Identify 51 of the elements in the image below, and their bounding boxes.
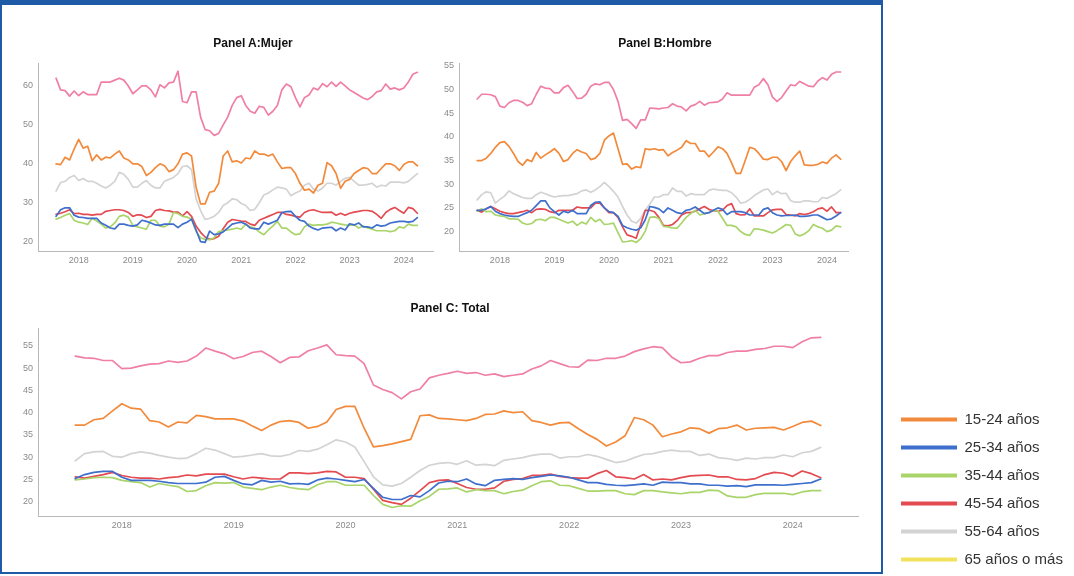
legend-label: 25-34 años — [964, 437, 1040, 455]
y-tick-label: 60 — [22, 80, 33, 91]
x-tick-label: 2020 — [335, 519, 356, 530]
x-tick-label: 2019 — [544, 254, 565, 265]
y-tick-label: 30 — [443, 178, 454, 189]
y-tick-label: 55 — [443, 60, 454, 71]
y-tick-label: 40 — [22, 158, 33, 169]
x-tick-label: 2020 — [177, 254, 198, 265]
y-tick-label: 25 — [443, 202, 454, 213]
chart-title: Panel A:Mujer — [213, 35, 294, 50]
x-tick-label: 2024 — [782, 519, 803, 530]
x-tick-label: 2023 — [670, 519, 691, 530]
x-tick-label: 2023 — [339, 254, 360, 265]
y-tick-label: 20 — [22, 236, 33, 247]
y-tick-label: 40 — [22, 407, 33, 418]
legend-label: 55-64 años — [964, 521, 1040, 539]
y-tick-label: 45 — [443, 107, 454, 118]
x-tick-label: 2018 — [68, 254, 89, 265]
legend-label: 35-44 años — [964, 465, 1040, 483]
y-tick-label: 45 — [22, 384, 33, 395]
x-tick-label: 2018 — [489, 254, 510, 265]
x-tick-label: 2021 — [231, 254, 252, 265]
legend-label: 65 años o más — [964, 549, 1063, 567]
x-tick-label: 2018 — [111, 519, 132, 530]
y-tick-label: 50 — [22, 362, 33, 373]
chart-title: Panel C: Total — [410, 300, 490, 315]
y-tick-label: 35 — [22, 429, 33, 440]
x-tick-label: 2022 — [559, 519, 580, 530]
x-tick-label: 2022 — [707, 254, 728, 265]
x-tick-label: 2024 — [816, 254, 838, 265]
x-tick-label: 2020 — [598, 254, 619, 265]
x-tick-label: 2019 — [223, 519, 244, 530]
y-tick-label: 25 — [22, 473, 33, 484]
y-tick-label: 30 — [22, 197, 33, 208]
y-tick-label: 50 — [22, 119, 33, 130]
y-tick-label: 35 — [443, 155, 454, 166]
y-tick-label: 40 — [443, 131, 454, 142]
x-tick-label: 2021 — [447, 519, 468, 530]
y-tick-label: 30 — [22, 451, 33, 462]
x-tick-label: 2022 — [285, 254, 306, 265]
x-tick-label: 2023 — [762, 254, 783, 265]
legend-label: 45-54 años — [964, 493, 1040, 511]
legend-label: 15-24 años — [964, 409, 1040, 427]
x-tick-label: 2024 — [393, 254, 414, 265]
y-tick-label: 50 — [443, 84, 454, 94]
y-tick-label: 20 — [443, 226, 454, 237]
y-tick-label: 20 — [22, 496, 33, 507]
x-tick-label: 2021 — [653, 254, 674, 265]
y-tick-label: 55 — [22, 340, 33, 351]
x-tick-label: 2019 — [122, 254, 143, 265]
chart-title: Panel B:Hombre — [618, 35, 712, 50]
